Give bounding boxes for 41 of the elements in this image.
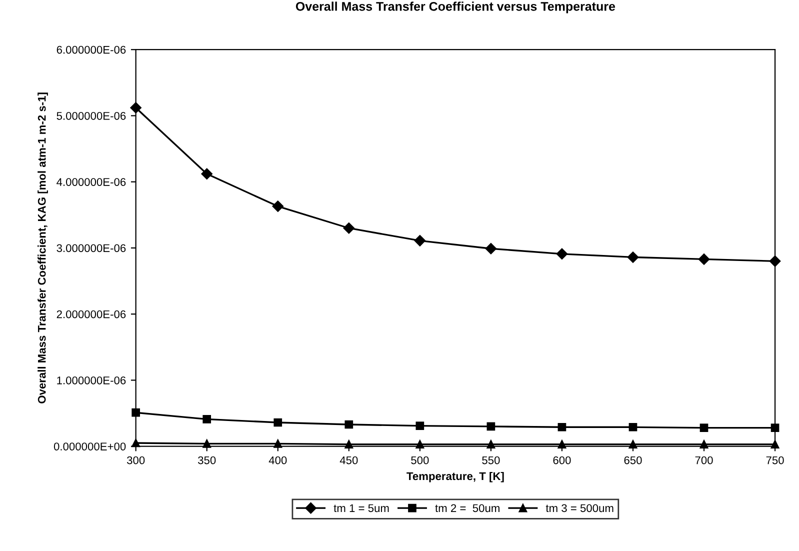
- y-tick-label: 1.000000E-06: [57, 376, 126, 384]
- point: [201, 168, 212, 180]
- point: [416, 422, 424, 430]
- x-axis-title: Temperature, T [K]: [406, 472, 504, 482]
- y-tick-label: 4.000000E-06: [56, 178, 126, 186]
- y-tick-label: 3.000000E-06: [56, 244, 126, 252]
- point: [698, 254, 710, 265]
- y-tick-label: 6.000000E-06: [56, 46, 126, 54]
- x-tick-label: 650: [624, 456, 642, 464]
- legend-label: tm 2 = 50um: [435, 504, 500, 512]
- x-tick-label: 300: [126, 456, 145, 464]
- point: [202, 415, 212, 424]
- y-axis-title: Overall Mass Transfer Coefficient, KAG [mol atm-1 m-2 s-1]: [38, 92, 48, 404]
- point: [344, 420, 354, 429]
- x-tick-label: 550: [482, 456, 500, 464]
- point: [769, 256, 781, 267]
- point: [627, 252, 639, 263]
- legend-label: tm 3 = 500um: [546, 504, 614, 512]
- point: [628, 422, 638, 432]
- point: [343, 222, 355, 234]
- y-tick-label: 0.000000E+00: [54, 442, 126, 450]
- x-tick-label: 750: [766, 456, 784, 464]
- x-tick-label: 350: [198, 456, 216, 464]
- x-tick-label: 450: [340, 456, 358, 464]
- point: [486, 422, 496, 431]
- x-tick-label: 400: [268, 456, 287, 464]
- point: [700, 424, 708, 432]
- point: [556, 248, 568, 260]
- point: [272, 200, 284, 212]
- chart-title: Overall Mass Transfer Coefficient versus Temperature: [296, 2, 616, 14]
- y-tick-label: 5.000000E-06: [56, 112, 126, 120]
- x-tick-label: 700: [695, 456, 713, 464]
- point: [132, 408, 140, 417]
- point: [274, 418, 282, 427]
- point: [558, 422, 566, 432]
- point: [414, 235, 426, 246]
- x-tick-label: 500: [411, 456, 429, 464]
- legend-label: tm 1 = 5um: [334, 504, 389, 512]
- point: [485, 243, 497, 254]
- x-tick-label: 600: [553, 456, 571, 464]
- y-tick-label: 2.000000E-06: [56, 310, 126, 318]
